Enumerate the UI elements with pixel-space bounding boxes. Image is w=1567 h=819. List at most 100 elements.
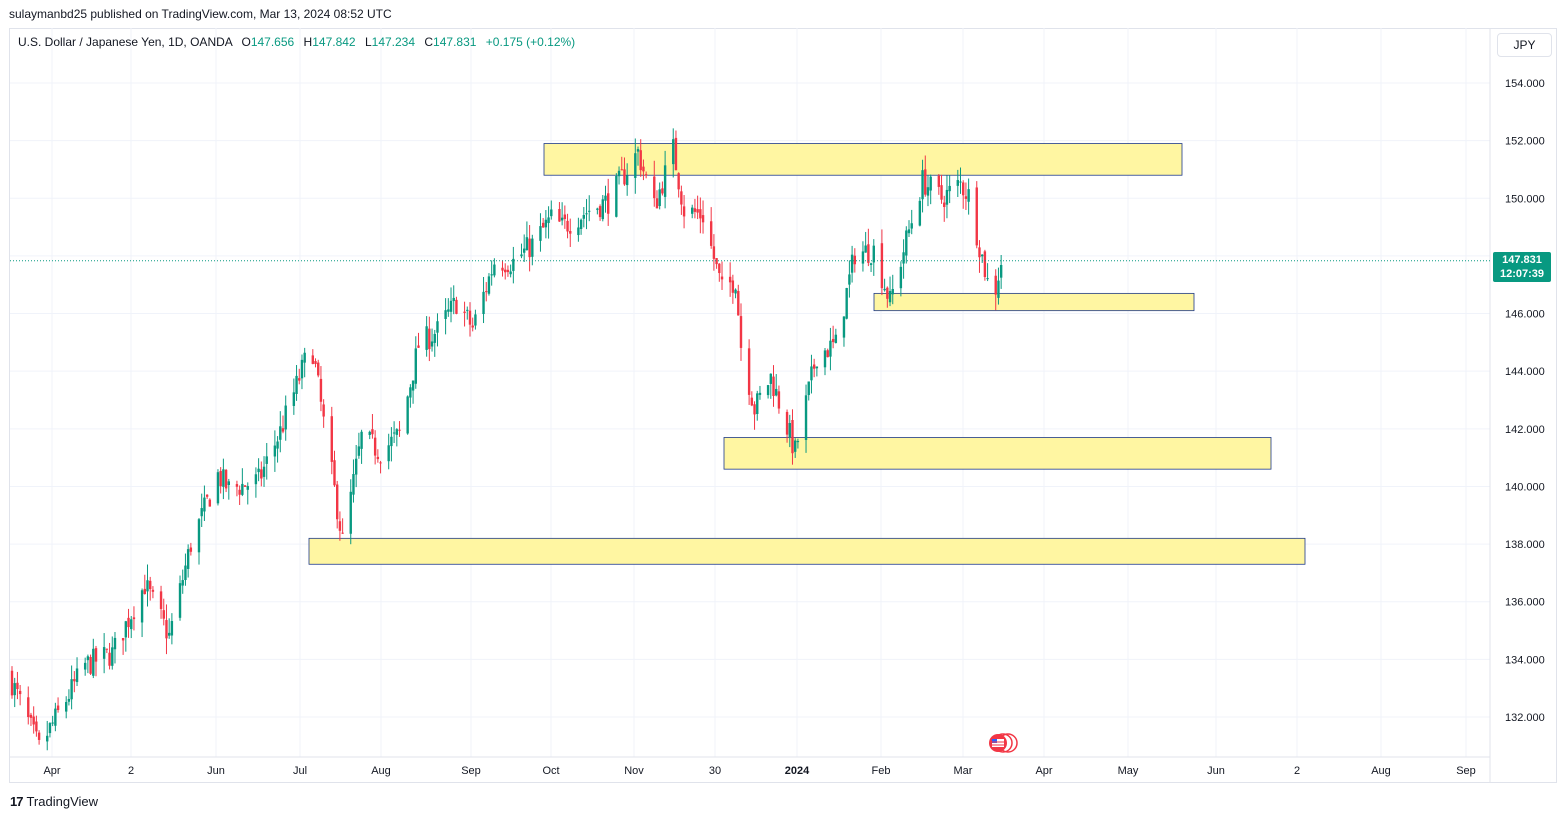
change-value: +0.175 (+0.12%) xyxy=(485,35,576,49)
candle-body xyxy=(772,376,775,396)
candle-body xyxy=(940,185,943,200)
candle-body xyxy=(693,208,697,212)
candle-body xyxy=(634,153,637,178)
candle-body xyxy=(113,637,117,650)
candle-body xyxy=(823,350,827,368)
current-price-value: 147.831 xyxy=(1502,254,1542,266)
candle-body xyxy=(639,150,642,171)
top-bar: sulaymanbd25 published on TradingView.co… xyxy=(0,0,1567,28)
candle-body xyxy=(525,237,529,251)
candle-body xyxy=(747,348,751,395)
time-tick-label: 2 xyxy=(128,765,134,777)
tradingview-logo-icon: 17 xyxy=(10,794,24,809)
chart-frame[interactable] xyxy=(9,28,1557,783)
candle-body xyxy=(92,648,95,676)
candle-body xyxy=(753,404,756,415)
candle-body xyxy=(959,181,962,183)
candle-body xyxy=(466,309,469,311)
candle-body xyxy=(810,366,813,381)
candle-body xyxy=(425,326,428,350)
time-tick-label: Jun xyxy=(1207,765,1225,777)
candle-body xyxy=(143,588,146,595)
candle-body xyxy=(455,299,458,314)
symbol-legend[interactable]: U.S. Dollar / Japanese Yen, 1D, OANDA O1… xyxy=(18,35,575,49)
candle-body xyxy=(430,341,434,347)
candle-body xyxy=(850,254,854,273)
candle-body xyxy=(265,456,268,464)
candle-body xyxy=(151,589,155,592)
candle-body xyxy=(108,652,111,666)
time-tick-label: Mar xyxy=(954,765,973,777)
candle-body xyxy=(132,617,136,620)
candle-body xyxy=(10,670,14,696)
candle-body xyxy=(888,290,892,303)
candle-body xyxy=(588,210,591,212)
candle-body xyxy=(121,638,125,641)
candle-body xyxy=(281,428,285,432)
candle-body xyxy=(51,722,54,724)
candle-body xyxy=(284,405,287,430)
candle-body xyxy=(354,458,358,475)
candle-body xyxy=(658,189,661,207)
footer[interactable]: 17 TradingView xyxy=(10,794,98,809)
candle-body xyxy=(127,617,130,628)
candle-body xyxy=(449,300,453,312)
candle-body xyxy=(322,404,325,417)
currency-button[interactable]: JPY xyxy=(1497,33,1552,57)
candle-body xyxy=(541,222,545,228)
candle-body xyxy=(699,209,702,219)
candle-body xyxy=(663,165,667,197)
candle-body xyxy=(463,311,466,313)
candle-body xyxy=(785,411,789,435)
candle-body xyxy=(569,230,572,234)
zone-support-3 xyxy=(308,537,1306,565)
candle-body xyxy=(980,254,984,257)
candle-body xyxy=(349,491,352,534)
candle-body xyxy=(452,297,455,302)
candle-body xyxy=(853,255,857,265)
candle-body xyxy=(56,705,60,711)
price-tick-label: 146.000 xyxy=(1505,309,1545,321)
candle-body xyxy=(758,392,762,395)
candle-body xyxy=(18,690,22,695)
candle-body xyxy=(791,420,794,454)
candle-body xyxy=(501,267,504,271)
time-tick-label: May xyxy=(1118,765,1139,777)
publish-info: sulaymanbd25 published on TradingView.co… xyxy=(9,7,392,21)
candle-body xyxy=(54,708,57,726)
candle-body xyxy=(16,682,19,690)
candle-body xyxy=(436,321,439,333)
candle-body xyxy=(29,714,33,718)
candle-body xyxy=(379,462,382,464)
candle-body xyxy=(319,378,323,402)
candle-body xyxy=(360,431,363,449)
candle-body xyxy=(560,217,564,221)
candle-body xyxy=(712,246,716,259)
candle-body xyxy=(766,385,770,396)
candle-body xyxy=(845,287,848,319)
candle-body xyxy=(200,508,203,517)
candle-body xyxy=(756,393,759,415)
time-tick-label: Sep xyxy=(1456,765,1476,777)
close-label: C xyxy=(424,35,434,49)
candle-body xyxy=(550,209,553,217)
candle-body xyxy=(216,472,220,504)
close-value: 147.831 xyxy=(433,35,477,49)
bar-countdown: 12:07:39 xyxy=(1499,268,1545,280)
candle-body xyxy=(999,264,1003,278)
candle-body xyxy=(886,287,889,299)
candle-body xyxy=(558,208,561,222)
candle-body xyxy=(368,431,371,435)
candle-body xyxy=(910,223,913,229)
time-tick-label: Oct xyxy=(542,765,559,777)
candle-body xyxy=(566,220,569,232)
candle-body xyxy=(975,187,978,246)
candle-body xyxy=(528,238,531,258)
candle-body xyxy=(986,278,989,280)
time-tick-label: 30 xyxy=(709,765,721,777)
price-tick-label: 136.000 xyxy=(1505,597,1545,609)
candle-body xyxy=(243,485,247,487)
candle-body xyxy=(864,245,867,253)
candle-body xyxy=(615,176,618,217)
